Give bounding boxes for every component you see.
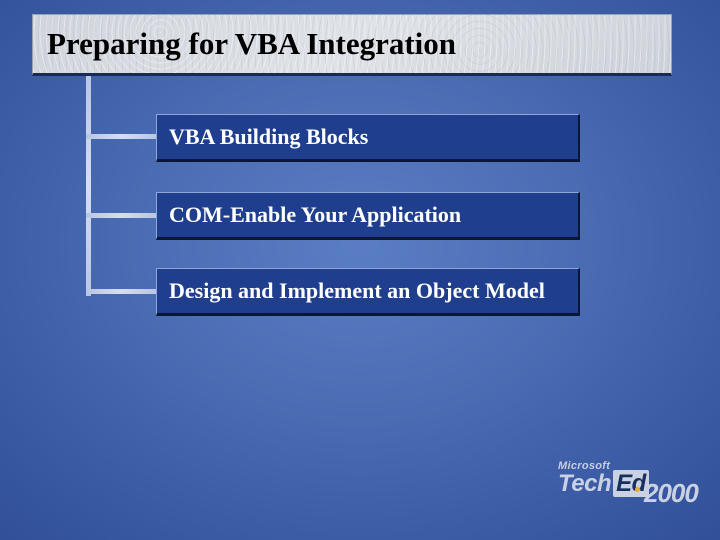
agenda-item-box: VBA Building Blocks <box>156 114 580 162</box>
logo-dot-icon <box>635 487 640 492</box>
slide-title-box: Preparing for VBA Integration <box>32 14 672 76</box>
agenda-item-label: VBA Building Blocks <box>169 124 368 150</box>
agenda-item-label: Design and Implement an Object Model <box>169 278 545 304</box>
logo-brand-tech: Tech <box>558 470 611 497</box>
slide: Preparing for VBA Integration VBA Buildi… <box>0 0 720 540</box>
agenda-item-label: COM-Enable Your Application <box>169 202 461 228</box>
teched-logo: Microsoft TechEd 2000 <box>552 460 692 516</box>
agenda-item-box: Design and Implement an Object Model <box>156 268 580 316</box>
tree-connector-horizontal <box>86 134 156 139</box>
logo-year: 2000 <box>644 478 698 509</box>
slide-title: Preparing for VBA Integration <box>47 26 456 62</box>
logo-brand: TechEd <box>558 470 649 498</box>
tree-connector-vertical <box>86 76 91 296</box>
agenda-item-box: COM-Enable Your Application <box>156 192 580 240</box>
tree-connector-horizontal <box>86 289 156 294</box>
tree-connector-horizontal <box>86 213 156 218</box>
